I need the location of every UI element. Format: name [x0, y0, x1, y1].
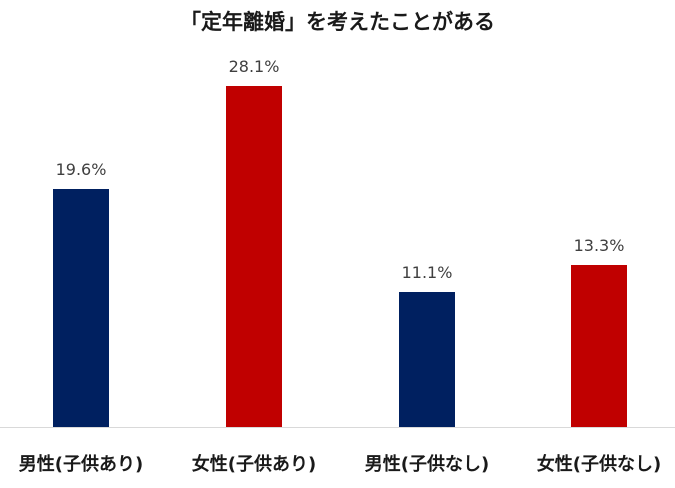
chart-title: 「定年離婚」を考えたことがある	[180, 10, 495, 34]
x-axis-baseline	[0, 427, 675, 428]
value-label: 28.1%	[228, 57, 280, 76]
value-label: 11.1%	[401, 263, 453, 282]
category-label: 男性(子供あり)	[18, 454, 144, 475]
bar-male-with-children	[53, 189, 109, 427]
value-label: 13.3%	[573, 236, 625, 255]
bar-female-without-children	[571, 265, 627, 427]
category-label: 女性(子供なし)	[536, 454, 662, 475]
value-label: 19.6%	[55, 160, 107, 179]
bar-male-without-children	[399, 292, 455, 427]
bar-female-with-children	[226, 86, 282, 427]
category-label: 男性(子供なし)	[364, 454, 490, 475]
category-label: 女性(子供あり)	[191, 454, 317, 475]
